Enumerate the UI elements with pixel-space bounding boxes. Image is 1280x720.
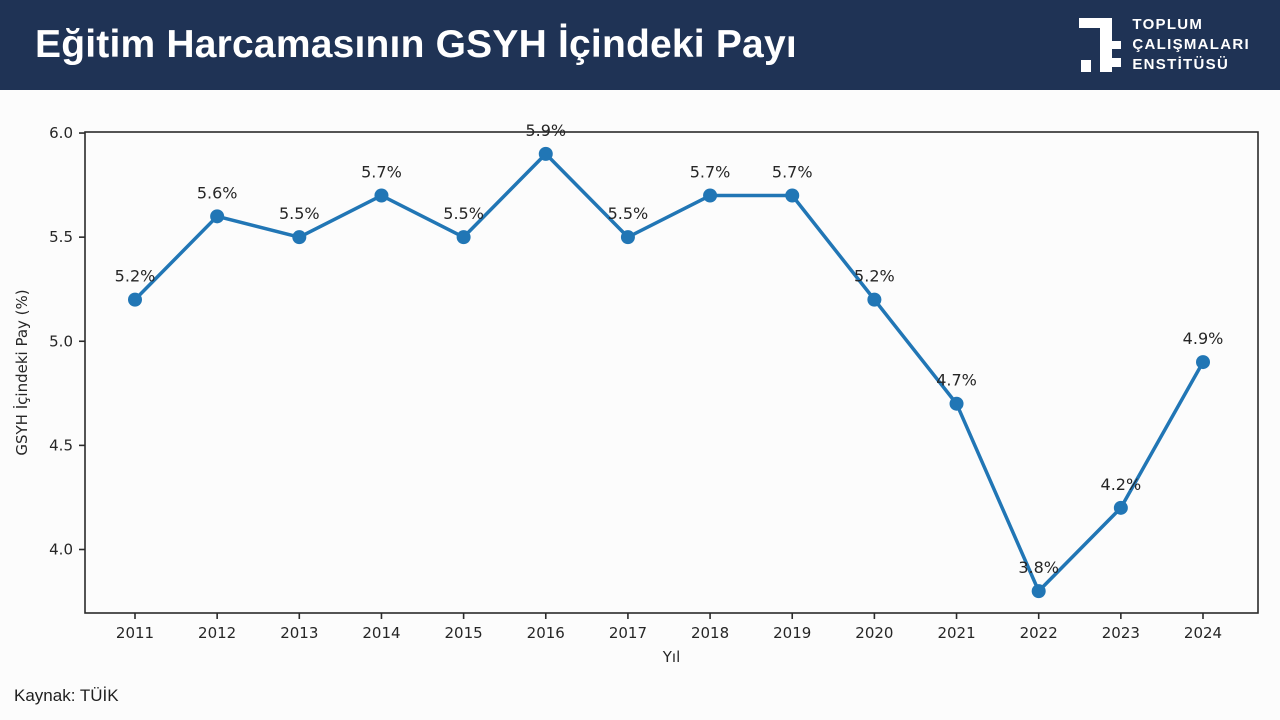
x-tick-label: 2019	[773, 624, 811, 642]
data-point	[374, 188, 389, 203]
logo-line-2: ÇALIŞMALARI	[1132, 36, 1250, 53]
plot-area	[84, 131, 1259, 614]
institute-logo-text: TOPLUM ÇALIŞMALARI ENSTİTÜSÜ	[1132, 15, 1250, 75]
data-point-label: 5.6%	[197, 183, 238, 202]
y-tick-label: 4.0	[49, 540, 73, 558]
x-tick-label: 2011	[116, 624, 154, 642]
data-point-label: 5.2%	[854, 267, 895, 286]
page-title: Eğitim Harcamasının GSYH İçindeki Payı	[35, 23, 797, 66]
institute-logo-icon	[1079, 18, 1123, 72]
logo-line-3: ENSTİTÜSÜ	[1132, 56, 1230, 73]
data-point	[785, 188, 800, 203]
data-point-label: 4.9%	[1183, 329, 1224, 348]
data-line	[133, 152, 1205, 593]
data-point	[210, 209, 225, 224]
x-tick-label: 2012	[198, 624, 236, 642]
y-tick-label: 5.0	[49, 332, 73, 350]
data-point-label: 5.7%	[690, 163, 731, 182]
data-point	[1031, 584, 1046, 599]
logo-shape	[1100, 18, 1113, 72]
data-point-label: 5.5%	[279, 204, 320, 223]
x-tick-label: 2020	[855, 624, 893, 642]
data-point-label: 3.8%	[1018, 558, 1059, 577]
source-note: Kaynak: TÜİK	[14, 686, 119, 705]
data-point	[1113, 500, 1128, 515]
y-tick-label: 5.5	[49, 228, 73, 246]
x-tick-label: 2021	[937, 624, 975, 642]
x-tick-label: 2015	[445, 624, 483, 642]
x-axis-label: Yıl	[662, 648, 681, 666]
y-tick-label: 6.0	[49, 124, 73, 142]
data-point-label: 4.2%	[1101, 475, 1142, 494]
data-point-label: 5.7%	[772, 163, 813, 182]
header-bar: Eğitim Harcamasının GSYH İçindeki Payı T…	[0, 0, 1280, 90]
logo-shape	[1081, 60, 1092, 72]
data-point-label: 4.7%	[936, 371, 977, 390]
data-point	[292, 230, 307, 245]
y-tick-label: 4.5	[49, 436, 73, 454]
data-point-label: 5.5%	[608, 204, 649, 223]
x-tick-label: 2023	[1102, 624, 1140, 642]
data-point	[949, 396, 964, 411]
data-point	[867, 292, 882, 307]
data-point-label: 5.7%	[361, 163, 402, 182]
logo-shape	[1079, 18, 1113, 28]
data-point	[128, 292, 142, 307]
logo-shape	[1112, 58, 1122, 67]
data-point-label: 5.9%	[525, 121, 566, 140]
data-point	[703, 188, 718, 203]
data-point-label: 5.2%	[115, 267, 156, 286]
data-point	[1196, 355, 1210, 370]
x-tick-label: 2014	[362, 624, 400, 642]
logo-shape	[1112, 41, 1122, 49]
x-tick-label: 2022	[1020, 624, 1058, 642]
logo-line-1: TOPLUM	[1132, 16, 1204, 33]
x-tick-label: 2017	[609, 624, 647, 642]
data-point	[620, 230, 635, 245]
x-tick-label: 2013	[280, 624, 318, 642]
data-point	[538, 146, 553, 161]
x-tick-label: 2024	[1184, 624, 1222, 642]
data-point	[456, 230, 471, 245]
data-point-label: 5.5%	[443, 204, 484, 223]
institute-logo: TOPLUM ÇALIŞMALARI ENSTİTÜSÜ	[1079, 15, 1250, 75]
x-tick-label: 2018	[691, 624, 729, 642]
x-tick-label: 2016	[527, 624, 565, 642]
y-axis-label: GSYH İçindeki Pay (%)	[12, 289, 31, 455]
